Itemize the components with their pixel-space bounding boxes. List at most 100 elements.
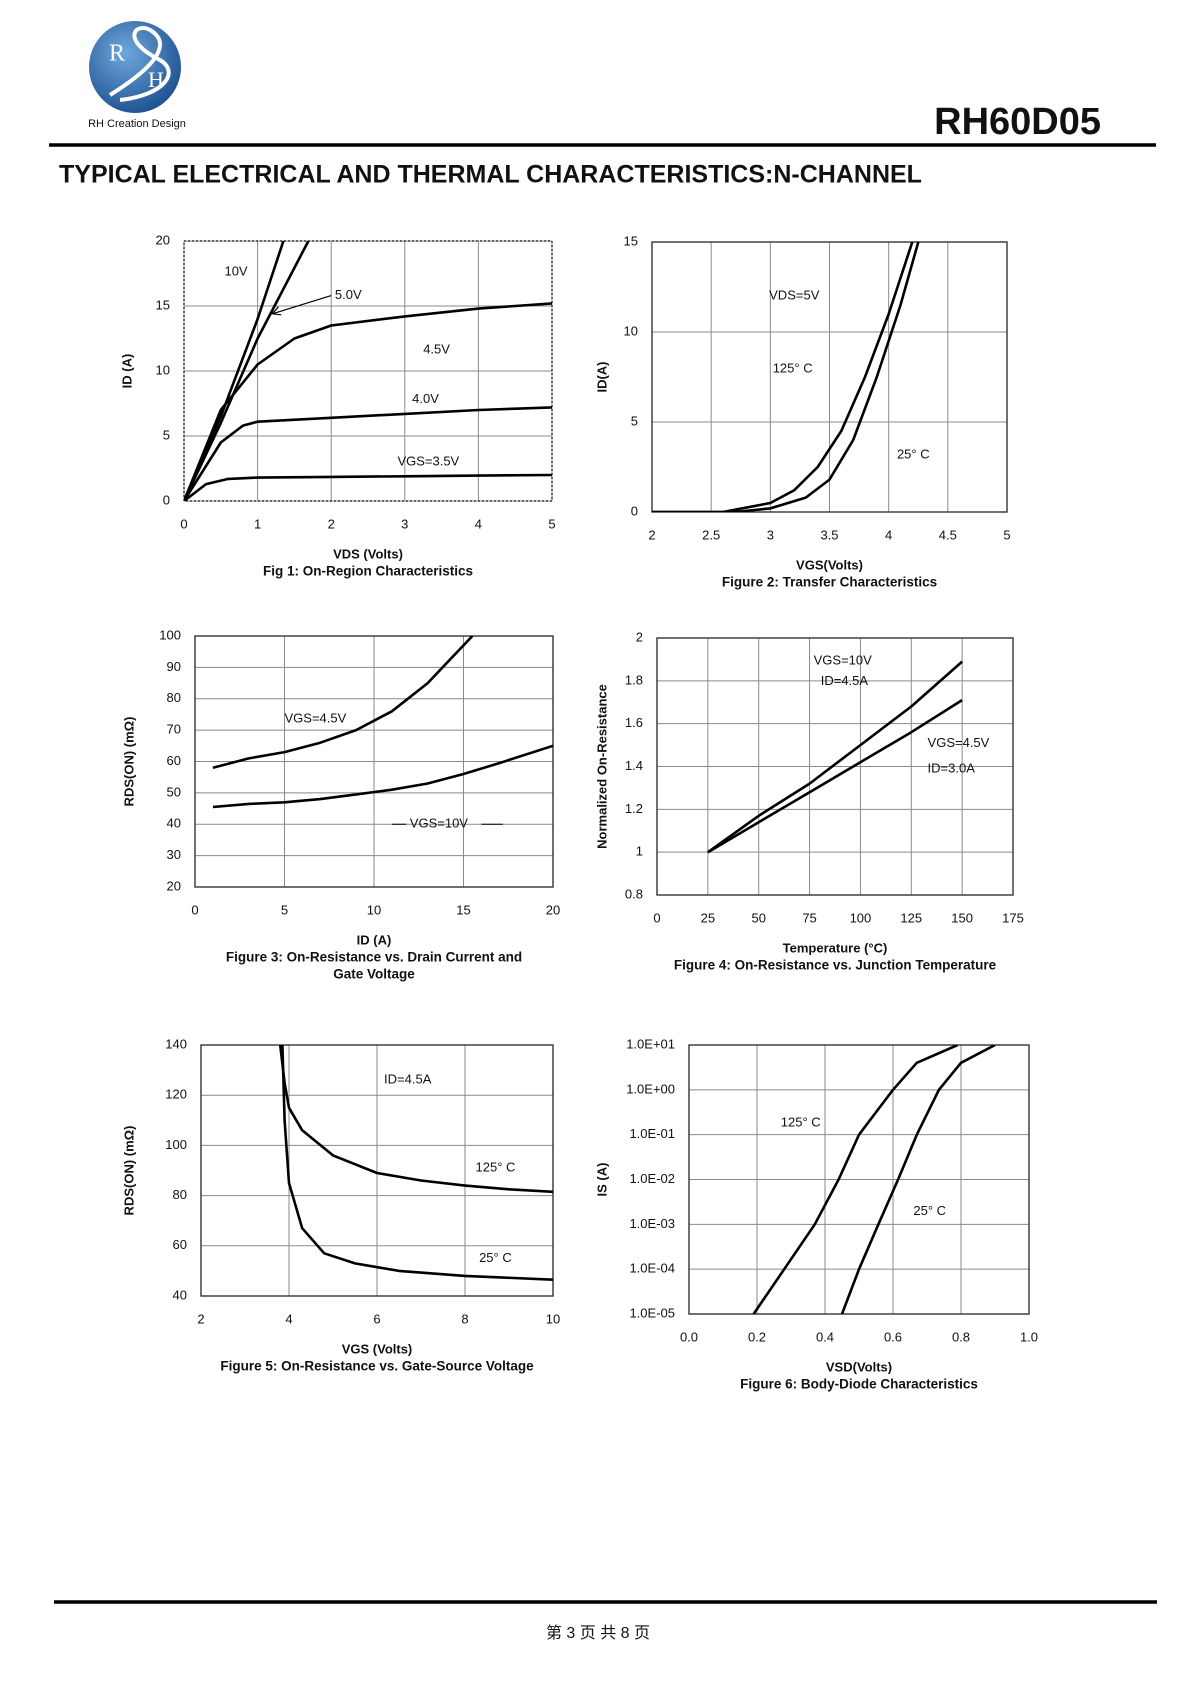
y-axis-label: RDS(ON) (mΩ) — [121, 717, 136, 807]
y-tick-label: 20 — [167, 878, 181, 893]
plot-frame — [200, 1044, 554, 1297]
y-tick-label: 15 — [156, 297, 170, 312]
x-tick-label: 3 — [767, 527, 774, 542]
y-axis-label: IS (A) — [594, 1163, 609, 1197]
y-axis-label: Normalized On-Resistance — [594, 684, 609, 849]
x-tick-label: 4 — [475, 516, 482, 531]
x-axis-label: VDS (Volts) — [333, 546, 403, 561]
x-tick-label: 0.2 — [748, 1329, 766, 1344]
x-tick-label: 0.8 — [952, 1329, 970, 1344]
y-tick-label: 0.8 — [625, 886, 643, 901]
x-tick-label: 1 — [254, 516, 261, 531]
y-tick-label: 100 — [165, 1137, 187, 1152]
y-tick-label: 5 — [631, 413, 638, 428]
logo-swoosh — [108, 26, 171, 102]
x-tick-label: 150 — [951, 910, 973, 925]
y-tick-label: 5 — [163, 427, 170, 442]
x-tick-label: 2 — [648, 527, 655, 542]
plot-frame — [688, 1044, 1030, 1315]
y-tick-label: 1.2 — [625, 801, 643, 816]
y-tick-label: 90 — [167, 659, 181, 674]
annotation: ID=4.5A — [384, 1072, 432, 1087]
y-tick-label: 80 — [167, 690, 181, 705]
x-tick-label: 5 — [1003, 527, 1010, 542]
y-tick-label: 10 — [156, 362, 170, 377]
arrow — [271, 295, 332, 316]
plot-frame — [651, 241, 1008, 513]
curve — [184, 406, 552, 501]
x-tick-label: 10 — [367, 902, 381, 917]
figure-caption: Figure 6: Body-Diode Characteristics — [740, 1377, 978, 1392]
chart: 2 2.5 3 3.5 4 4.5 5 0 5 10 15 125° C 25° C VDS=5V ID(A… — [594, 233, 1010, 589]
y-tick-label: 60 — [173, 1237, 187, 1252]
y-tick-label: 1 — [636, 844, 643, 859]
y-tick-label: 1.0E-02 — [629, 1171, 675, 1186]
x-tick-label: 8 — [461, 1311, 468, 1326]
curve — [184, 302, 552, 501]
x-tick-label: 3 — [401, 516, 408, 531]
figure-caption: Fig 1: On-Region Characteristics — [263, 564, 473, 579]
x-tick-label: 100 — [850, 910, 872, 925]
chart: 0.0 0.2 0.4 0.6 0.8 1.0 1.0E+01 1.0E+00 1.0E-01 1… — [594, 1036, 1038, 1391]
y-tick-label: 1.0E-03 — [629, 1216, 675, 1231]
curve — [212, 636, 474, 770]
curve-label: 25° C — [479, 1250, 512, 1265]
chart: 0 25 50 75 100 125 150 175 0.8 1 1.2 1.4 1.6 1.8 2 VGS=… — [594, 629, 1023, 972]
chart: 0 1 2 3 4 5 0 5 10 15 20 10V 5.0V 4.5V 4.0V VGS=3.5V ID … — [119, 232, 555, 578]
figure-caption: Figure 3: On-Resistance vs. Drain Curren… — [226, 950, 522, 965]
x-tick-label: 3.5 — [820, 527, 838, 542]
curve — [184, 473, 552, 501]
x-axis-label: VGS (Volts) — [342, 1341, 413, 1356]
figure-caption: Figure 2: Transfer Characteristics — [722, 575, 937, 590]
y-tick-label: 15 — [624, 233, 638, 248]
y-tick-label: 100 — [159, 627, 181, 642]
y-tick-label: 1.4 — [625, 758, 643, 773]
logo-text: RH Creation Design — [88, 118, 186, 130]
figure-caption: Gate Voltage — [333, 967, 415, 982]
logo: R H — [89, 21, 181, 113]
x-tick-label: 5 — [548, 516, 555, 531]
x-axis-label: Temperature (°C) — [783, 940, 888, 955]
plot-frame — [656, 637, 1014, 896]
curve-label: 4.5V — [423, 342, 450, 357]
x-tick-label: 25 — [701, 910, 715, 925]
y-tick-label: 10 — [624, 323, 638, 338]
x-tick-label: 2.5 — [702, 527, 720, 542]
curve-label: VGS=4.5V — [285, 710, 347, 725]
curve-label: 4.0V — [412, 391, 439, 406]
x-tick-label: 0 — [180, 516, 187, 531]
x-tick-label: 10 — [546, 1311, 560, 1326]
annotation: VDS=5V — [769, 287, 820, 302]
y-tick-label: 30 — [167, 847, 181, 862]
curve-label: VGS=3.5V — [397, 453, 459, 468]
y-tick-label: 20 — [156, 232, 170, 247]
curve-label: 125° C — [773, 360, 813, 375]
plot: 125° C 25° C — [752, 1045, 996, 1314]
y-axis-label: ID (A) — [119, 354, 134, 389]
x-tick-label: 0.6 — [884, 1329, 902, 1344]
x-tick-label: 0.4 — [816, 1329, 834, 1344]
y-axis-label: RDS(ON) (mΩ) — [121, 1126, 136, 1216]
curve — [281, 1045, 553, 1281]
footer-page: 第 3 页 共 8 页 — [546, 1624, 650, 1642]
y-axis-label: ID(A) — [594, 361, 609, 392]
x-axis-label: VSD(Volts) — [826, 1359, 892, 1374]
plot: 10V 5.0V 4.5V 4.0V VGS=3.5V — [184, 241, 552, 501]
curve — [184, 241, 310, 501]
x-tick-label: 0 — [191, 902, 198, 917]
x-tick-label: 4 — [885, 527, 892, 542]
curve-label: VGS=10V — [814, 653, 873, 668]
y-tick-label: 140 — [165, 1036, 187, 1051]
annotation: ID=4.5A — [821, 673, 869, 688]
section-title: TYPICAL ELECTRICAL AND THERMAL CHARACTER… — [59, 161, 922, 189]
curve-label: VGS=4.5V — [928, 735, 990, 750]
y-tick-label: 50 — [167, 784, 181, 799]
x-tick-label: 50 — [751, 910, 765, 925]
curve — [707, 699, 963, 854]
curve-label: 25° C — [913, 1203, 946, 1218]
x-tick-label: 2 — [197, 1311, 204, 1326]
y-tick-label: 1.0E+01 — [626, 1036, 675, 1051]
y-tick-label: 1.0E+00 — [626, 1081, 675, 1096]
x-tick-label: 125 — [900, 910, 922, 925]
